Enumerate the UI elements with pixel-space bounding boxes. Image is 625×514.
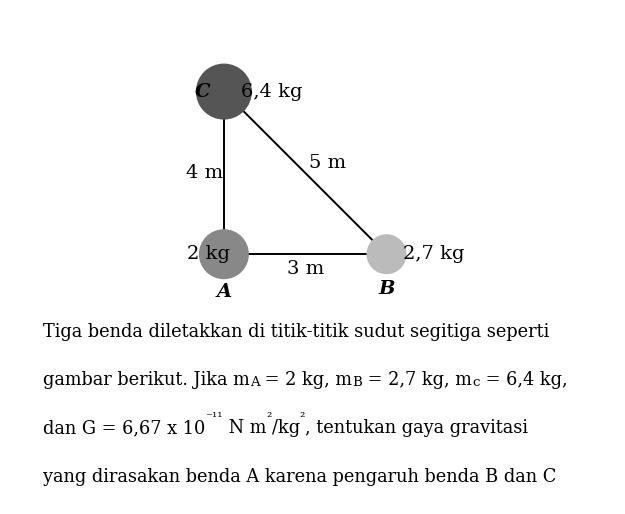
- Text: dan G = 6,67 x 10: dan G = 6,67 x 10: [43, 419, 205, 437]
- Text: yang dirasakan benda A karena pengaruh benda B dan C: yang dirasakan benda A karena pengaruh b…: [43, 468, 556, 486]
- Text: B: B: [352, 376, 362, 389]
- Text: c: c: [472, 376, 479, 389]
- Text: ²: ²: [266, 411, 271, 424]
- Text: ²: ²: [299, 411, 305, 424]
- Circle shape: [199, 229, 249, 279]
- Text: 2,7 kg: 2,7 kg: [403, 245, 465, 263]
- Circle shape: [366, 234, 406, 274]
- Text: 5 m: 5 m: [309, 154, 346, 172]
- Text: = 2 kg, m: = 2 kg, m: [259, 371, 352, 389]
- Text: 4 m: 4 m: [186, 164, 224, 182]
- Text: Tiga benda diletakkan di titik-titik sudut segitiga seperti: Tiga benda diletakkan di titik-titik sud…: [43, 323, 549, 341]
- Circle shape: [196, 64, 252, 120]
- Text: = 6,4 kg,: = 6,4 kg,: [479, 371, 568, 389]
- Text: A: A: [216, 283, 231, 301]
- Text: gambar berikut. Jika m: gambar berikut. Jika m: [43, 371, 250, 389]
- Text: 6,4 kg: 6,4 kg: [241, 83, 302, 101]
- Text: B: B: [378, 280, 395, 298]
- Text: A: A: [250, 376, 259, 389]
- Text: 2 kg: 2 kg: [187, 245, 230, 263]
- Text: C: C: [195, 83, 211, 101]
- Text: ⁻¹¹: ⁻¹¹: [205, 411, 222, 424]
- Text: , tentukan gaya gravitasi: , tentukan gaya gravitasi: [305, 419, 528, 437]
- Text: N m: N m: [222, 419, 266, 437]
- Text: /kg: /kg: [271, 419, 299, 437]
- Text: = 2,7 kg, m: = 2,7 kg, m: [362, 371, 472, 389]
- Text: 3 m: 3 m: [287, 261, 324, 279]
